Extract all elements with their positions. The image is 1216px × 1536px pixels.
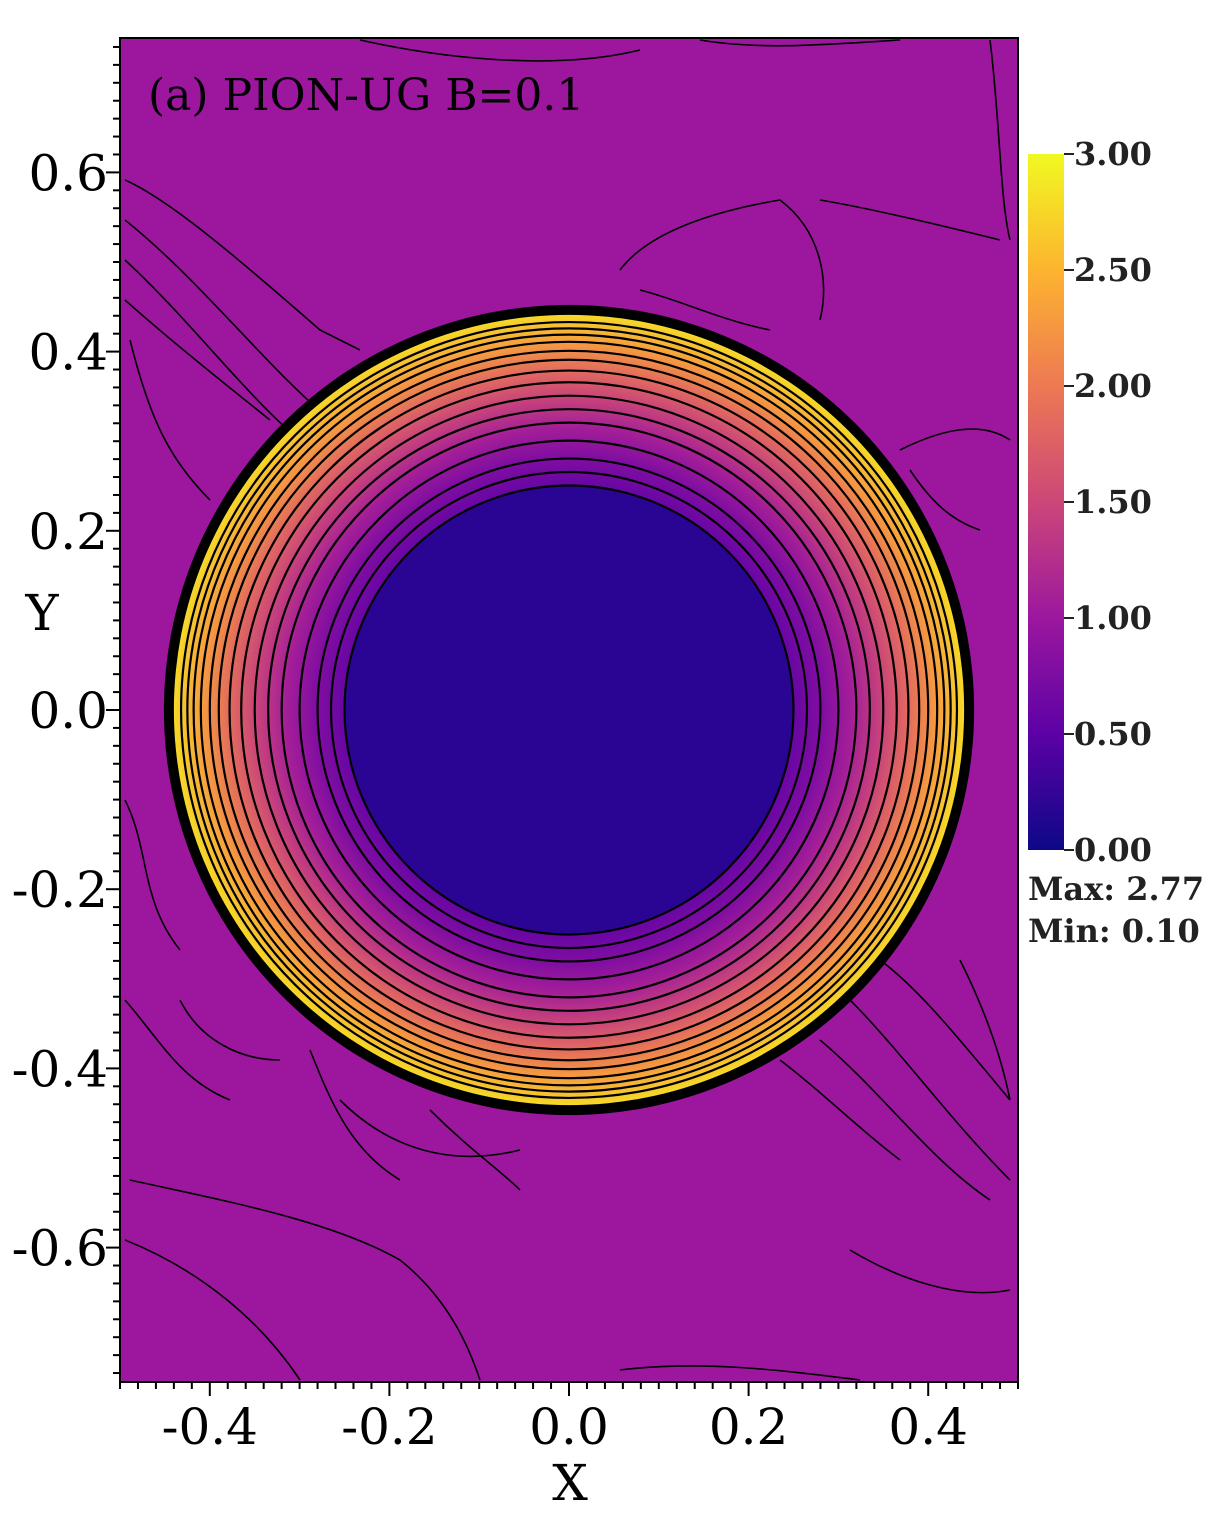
y-tick-label: 0.2 bbox=[28, 503, 108, 561]
background-contour-2 bbox=[619, 199, 825, 331]
contour-ring-4 bbox=[280, 421, 858, 999]
contour-ring-10 bbox=[208, 349, 930, 1071]
contour-ring-13 bbox=[186, 327, 952, 1093]
y-tick-label: 0.6 bbox=[28, 144, 108, 202]
x-axis-title: X bbox=[552, 1454, 588, 1512]
y-tick-label: -0.4 bbox=[12, 1040, 108, 1098]
background-contour-10 bbox=[309, 1049, 521, 1181]
contour-ring-3 bbox=[298, 439, 840, 981]
x-tick-label: -0.4 bbox=[162, 1398, 258, 1456]
contour-ring-0 bbox=[343, 484, 795, 936]
background-contour-9 bbox=[129, 1179, 481, 1381]
contour-ring-12 bbox=[192, 333, 946, 1087]
panel-title: (a) PION-UG B=0.1 bbox=[148, 70, 584, 121]
background-contour-12 bbox=[849, 959, 1011, 1294]
colorbar-bar bbox=[1028, 154, 1064, 850]
background-contour-1 bbox=[124, 179, 361, 501]
x-tick-label: 0.4 bbox=[888, 1398, 968, 1456]
colorbar-tick-label: 0.50 bbox=[1074, 715, 1152, 753]
colorbar-tick-label: 1.00 bbox=[1074, 599, 1152, 637]
max-stat: Max: 2.77 bbox=[1028, 870, 1204, 908]
contour-ring-6 bbox=[253, 394, 885, 1026]
background-contour-6 bbox=[819, 959, 1011, 1201]
contour-ring-11 bbox=[199, 340, 939, 1080]
contour-ring-1 bbox=[329, 470, 809, 950]
background-contour-5 bbox=[899, 428, 1011, 531]
background-contour-4 bbox=[359, 39, 901, 62]
shell-contours bbox=[168, 309, 970, 1111]
y-axis-title: Y bbox=[24, 584, 59, 642]
colorbar-tick-label: 1.50 bbox=[1074, 483, 1152, 521]
colorbar-tick-label: 0.00 bbox=[1074, 831, 1152, 869]
colorbar-tick-label: 3.00 bbox=[1074, 135, 1152, 173]
x-tick-label: 0.0 bbox=[529, 1398, 609, 1456]
background-contour-11 bbox=[124, 1239, 861, 1381]
x-tick-label: -0.2 bbox=[341, 1398, 437, 1456]
y-tick-label: -0.2 bbox=[12, 861, 108, 919]
contour-ring-2 bbox=[316, 457, 822, 963]
plot-area bbox=[120, 38, 1018, 1382]
contour-ring-15 bbox=[168, 309, 970, 1111]
x-tick-label: 0.2 bbox=[709, 1398, 789, 1456]
background-contour-7 bbox=[779, 1059, 901, 1161]
background-contours bbox=[124, 39, 1011, 1381]
contour-ring-7 bbox=[240, 381, 898, 1039]
colorbar-tick-label: 2.50 bbox=[1074, 251, 1152, 289]
background-contour-3 bbox=[819, 39, 1011, 241]
colorbar: 0.00 0.50 1.00 1.50 2.00 2.50 3.00 bbox=[1028, 135, 1152, 869]
background-contour-13 bbox=[179, 999, 521, 1191]
colorbar-ticks: 0.00 0.50 1.00 1.50 2.00 2.50 3.00 bbox=[1064, 135, 1152, 869]
min-stat: Min: 0.10 bbox=[1028, 912, 1200, 950]
y-axis: -0.6 -0.4 -0.2 0.0 0.2 0.4 0.6 bbox=[12, 45, 120, 1375]
background-contour-0 bbox=[124, 219, 331, 441]
colorbar-tick-label: 2.00 bbox=[1074, 367, 1152, 405]
contour-ring-5 bbox=[267, 408, 871, 1012]
y-tick-label: 0.0 bbox=[28, 682, 108, 740]
inner-region bbox=[344, 485, 794, 935]
y-tick-label: 0.4 bbox=[28, 324, 108, 382]
contour-ring-9 bbox=[217, 358, 921, 1062]
background-contour-8 bbox=[124, 799, 231, 1101]
y-tick-label: -0.6 bbox=[12, 1220, 108, 1278]
contour-ring-14 bbox=[179, 320, 959, 1100]
contour-ring-8 bbox=[228, 369, 910, 1051]
x-axis: -0.4 -0.2 0.0 0.2 0.4 bbox=[119, 1382, 1019, 1456]
